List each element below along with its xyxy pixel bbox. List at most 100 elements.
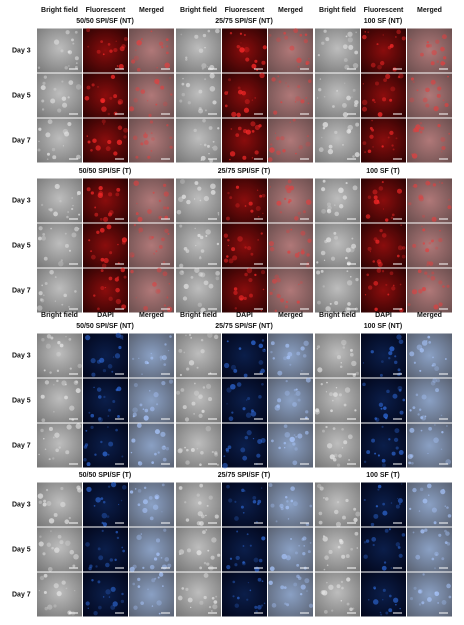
- texture: [153, 252, 155, 255]
- texture: [162, 271, 168, 277]
- texture: [438, 533, 442, 537]
- texture: [93, 610, 98, 616]
- texture: [326, 202, 331, 207]
- texture: [75, 380, 78, 384]
- texture: [179, 178, 185, 184]
- texture: [88, 239, 91, 242]
- texture: [292, 442, 296, 446]
- texture: [382, 208, 385, 210]
- column-header: Merged: [417, 312, 442, 319]
- texture: [227, 445, 232, 450]
- texture: [258, 558, 263, 563]
- texture: [59, 343, 64, 348]
- texture: [389, 271, 394, 276]
- texture: [323, 95, 326, 98]
- texture: [42, 81, 46, 85]
- texture: [217, 212, 220, 214]
- texture: [231, 111, 237, 118]
- texture: [425, 103, 430, 108]
- column-header: Merged: [139, 7, 164, 14]
- texture: [48, 426, 53, 431]
- texture: [301, 537, 305, 541]
- texture: [294, 216, 299, 221]
- texture: [382, 463, 386, 468]
- texture: [411, 153, 418, 159]
- texture: [242, 545, 245, 547]
- texture: [353, 507, 357, 511]
- texture: [436, 93, 441, 98]
- texture: [401, 254, 406, 259]
- texture: [199, 235, 204, 240]
- texture: [101, 512, 108, 519]
- texture: [140, 601, 144, 605]
- texture: [166, 206, 170, 210]
- texture: [207, 144, 210, 148]
- texture: [244, 246, 247, 249]
- texture: [193, 382, 196, 385]
- texture: [272, 357, 276, 360]
- texture: [97, 307, 100, 311]
- texture: [236, 382, 242, 387]
- texture: [379, 611, 382, 614]
- texture: [44, 448, 47, 451]
- texture: [109, 49, 113, 53]
- texture: [74, 56, 79, 61]
- texture: [261, 536, 266, 541]
- texture: [258, 343, 264, 349]
- texture: [430, 380, 436, 386]
- texture: [440, 61, 445, 66]
- texture: [441, 182, 444, 185]
- texture: [55, 448, 59, 453]
- texture: [41, 418, 46, 423]
- texture: [177, 448, 183, 454]
- texture: [121, 592, 124, 596]
- texture: [121, 338, 124, 340]
- texture: [431, 557, 435, 561]
- texture: [287, 179, 292, 184]
- texture: [178, 348, 183, 353]
- texture: [86, 187, 91, 192]
- texture: [187, 597, 193, 603]
- texture: [181, 92, 185, 97]
- texture: [250, 121, 256, 127]
- texture: [395, 504, 400, 509]
- texture: [420, 429, 423, 432]
- texture: [137, 216, 143, 222]
- texture: [154, 577, 157, 580]
- texture: [345, 498, 349, 503]
- texture: [69, 367, 72, 370]
- texture: [351, 360, 357, 367]
- texture: [274, 132, 277, 134]
- texture: [325, 391, 328, 393]
- texture: [409, 409, 412, 412]
- texture: [334, 509, 339, 515]
- texture: [155, 538, 161, 543]
- texture: [91, 83, 95, 87]
- texture: [68, 516, 71, 520]
- texture: [421, 394, 427, 400]
- texture: [232, 595, 235, 598]
- texture: [194, 181, 199, 185]
- texture: [377, 484, 382, 489]
- texture: [136, 202, 138, 205]
- group-title: 25/75 SPI/SF (NT): [215, 18, 273, 25]
- texture: [407, 454, 413, 460]
- texture: [323, 497, 325, 499]
- texture: [367, 149, 372, 154]
- texture: [328, 584, 334, 590]
- texture: [115, 192, 120, 197]
- texture: [417, 269, 422, 274]
- texture: [53, 39, 60, 45]
- texture: [318, 511, 323, 516]
- texture: [260, 232, 263, 235]
- texture: [121, 546, 124, 549]
- texture: [193, 390, 200, 396]
- texture: [322, 536, 328, 542]
- texture: [268, 33, 272, 37]
- texture: [297, 211, 301, 215]
- texture: [299, 33, 303, 37]
- texture: [59, 199, 62, 203]
- texture: [57, 341, 61, 345]
- micrograph: [222, 527, 267, 572]
- texture: [163, 363, 167, 367]
